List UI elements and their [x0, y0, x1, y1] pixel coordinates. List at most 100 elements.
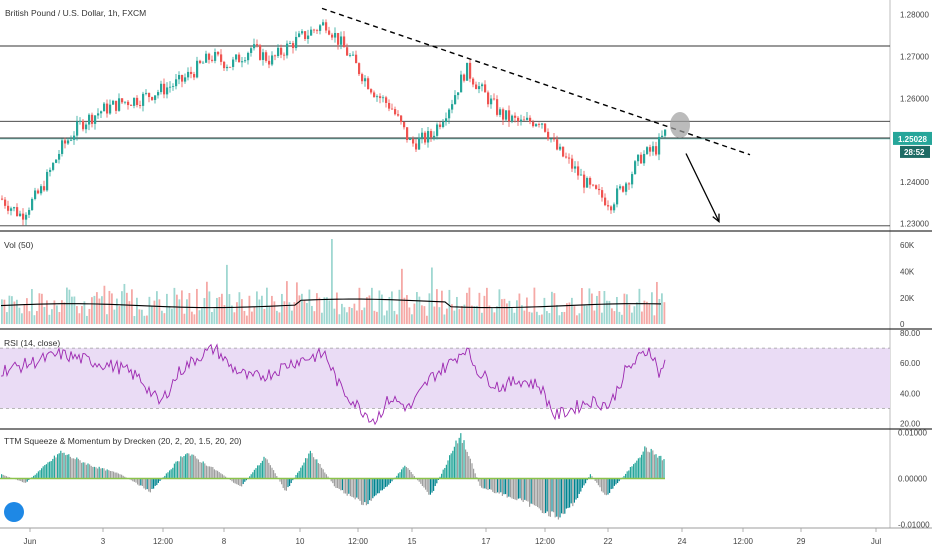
candle-body[interactable] — [331, 34, 334, 38]
candle-body[interactable] — [178, 75, 181, 80]
highlight-circle[interactable] — [670, 112, 690, 139]
candle-body[interactable] — [256, 44, 259, 46]
candle-body[interactable] — [634, 161, 637, 175]
candle-body[interactable] — [499, 109, 502, 115]
candle-body[interactable] — [655, 146, 658, 155]
candle-body[interactable] — [496, 99, 499, 115]
candle-body[interactable] — [403, 122, 406, 128]
candle-body[interactable] — [505, 110, 508, 120]
candle-body[interactable] — [37, 190, 40, 194]
candle-body[interactable] — [367, 78, 370, 90]
candle-body[interactable] — [475, 84, 478, 90]
candle-body[interactable] — [550, 138, 553, 140]
candle-body[interactable] — [289, 43, 292, 44]
candle-body[interactable] — [121, 98, 124, 103]
candle-body[interactable] — [94, 115, 97, 124]
candle-body[interactable] — [160, 83, 163, 93]
candle-body[interactable] — [553, 138, 556, 140]
candle-body[interactable] — [115, 100, 118, 111]
candle-body[interactable] — [532, 121, 535, 127]
candle-body[interactable] — [487, 92, 490, 105]
candle-body[interactable] — [175, 79, 178, 87]
candle-body[interactable] — [508, 110, 511, 122]
candle-body[interactable] — [625, 183, 628, 192]
candle-body[interactable] — [409, 139, 412, 140]
candle-body[interactable] — [613, 204, 616, 211]
candle-body[interactable] — [52, 162, 55, 170]
candle-body[interactable] — [439, 124, 442, 128]
candle-body[interactable] — [580, 174, 583, 176]
candle-body[interactable] — [388, 102, 391, 109]
candle-body[interactable] — [520, 119, 523, 122]
candle-body[interactable] — [316, 30, 319, 32]
candle-body[interactable] — [637, 154, 640, 162]
candle-body[interactable] — [352, 54, 355, 56]
candle-body[interactable] — [595, 185, 598, 189]
candle-body[interactable] — [154, 95, 157, 100]
candle-body[interactable] — [427, 131, 430, 143]
candle-body[interactable] — [349, 55, 352, 56]
candle-body[interactable] — [319, 25, 322, 31]
candle-body[interactable] — [184, 77, 187, 82]
candle-body[interactable] — [250, 48, 253, 53]
candle-body[interactable] — [103, 103, 106, 112]
candle-body[interactable] — [385, 97, 388, 103]
candle-body[interactable] — [604, 197, 607, 206]
candle-body[interactable] — [661, 135, 664, 137]
candle-body[interactable] — [73, 135, 76, 140]
candle-body[interactable] — [58, 153, 61, 160]
candle-body[interactable] — [346, 47, 349, 56]
candle-body[interactable] — [130, 105, 133, 106]
candle-body[interactable] — [157, 92, 160, 96]
candle-body[interactable] — [310, 29, 313, 36]
candle-body[interactable] — [67, 140, 70, 144]
candle-body[interactable] — [415, 143, 418, 150]
candle-body[interactable] — [451, 104, 454, 110]
candle-body[interactable] — [193, 74, 196, 78]
candle-body[interactable] — [589, 177, 592, 185]
candle-body[interactable] — [271, 55, 274, 65]
candle-body[interactable] — [217, 51, 220, 55]
candle-body[interactable] — [469, 62, 472, 79]
candle-body[interactable] — [28, 210, 31, 215]
candle-body[interactable] — [412, 139, 415, 144]
candle-body[interactable] — [583, 174, 586, 188]
candle-body[interactable] — [358, 63, 361, 75]
candle-body[interactable] — [421, 132, 424, 138]
candle-body[interactable] — [13, 207, 16, 209]
candle-body[interactable] — [364, 78, 367, 82]
candle-body[interactable] — [259, 45, 262, 60]
candle-body[interactable] — [118, 98, 121, 111]
candle-body[interactable] — [19, 213, 22, 217]
candle-body[interactable] — [616, 188, 619, 205]
candle-body[interactable] — [484, 84, 487, 93]
candle-body[interactable] — [151, 97, 154, 100]
candle-body[interactable] — [568, 157, 571, 159]
candle-body[interactable] — [523, 119, 526, 121]
candle-body[interactable] — [106, 103, 109, 114]
candle-body[interactable] — [418, 137, 421, 150]
candle-body[interactable] — [493, 98, 496, 100]
candle-body[interactable] — [199, 60, 202, 63]
trendline[interactable] — [321, 7, 751, 156]
candle-body[interactable] — [664, 129, 667, 136]
candle-body[interactable] — [88, 114, 91, 125]
candle-body[interactable] — [241, 61, 244, 63]
candle-body[interactable] — [1, 198, 4, 200]
candle-body[interactable] — [211, 59, 214, 61]
candle-body[interactable] — [442, 122, 445, 128]
candle-body[interactable] — [379, 96, 382, 99]
candle-body[interactable] — [64, 140, 67, 144]
candle-body[interactable] — [478, 86, 481, 90]
candle-body[interactable] — [448, 109, 451, 119]
candle-body[interactable] — [145, 92, 148, 94]
candle-body[interactable] — [82, 120, 85, 130]
candle-body[interactable] — [40, 186, 43, 194]
projection-arrow[interactable] — [685, 153, 720, 222]
candle-body[interactable] — [607, 205, 610, 207]
candle-body[interactable] — [538, 124, 541, 125]
candle-body[interactable] — [337, 32, 340, 45]
rsi-line[interactable] — [0, 343, 666, 426]
candle-body[interactable] — [361, 74, 364, 82]
tradingview-logo-icon[interactable] — [4, 502, 24, 522]
